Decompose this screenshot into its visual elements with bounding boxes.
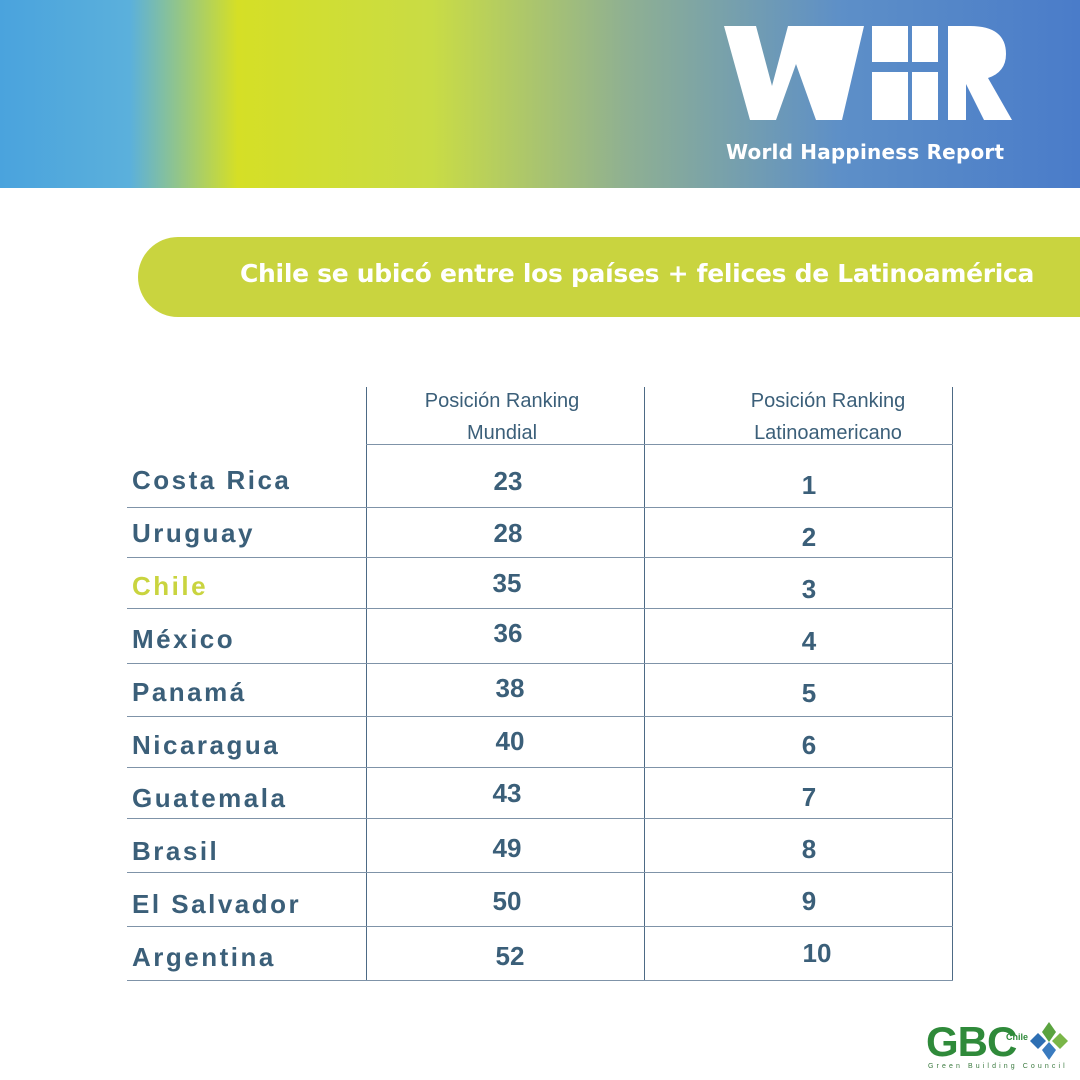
latam-rank: 1 [801,470,817,500]
column-header-world-line-1: Posición Ranking [424,390,580,412]
grid-line-vertical-1 [366,387,367,981]
gbc-logo-subtitle: Green Building Council [928,1063,1068,1070]
grid-line-row [127,818,953,819]
latam-rank: 6 [801,730,817,760]
world-rank: 35 [492,568,522,598]
headline-text: Chile se ubicó entre los países + felice… [240,259,1035,288]
country-name: El Salvador [132,889,302,919]
country-name: Brasil [132,836,220,866]
gbc-logo-text: GBC [926,1018,1017,1065]
header-banner: World Happiness Report [0,0,1080,188]
world-rank: 40 [495,726,525,756]
grid-line-row [127,716,953,717]
grid-line-row [127,663,953,664]
grid-line-bottom [127,980,953,981]
country-name: Costa Rica [132,465,292,495]
world-rank: 23 [493,466,523,496]
column-header-latam-line-2: Latinoamericano [754,422,902,444]
grid-line-vertical-3 [952,387,953,981]
grid-line-row [127,767,953,768]
grid-line-header [366,444,953,445]
latam-rank: 9 [801,886,817,916]
grid-line-row [127,926,953,927]
country-name: Guatemala [132,783,288,813]
latam-rank: 3 [801,574,817,604]
country-name: Nicaragua [132,730,281,760]
country-name: Uruguay [132,518,255,548]
column-header-world-line-2: Mundial [466,422,538,444]
world-rank: 38 [495,673,525,703]
country-name-highlighted: Chile [132,571,209,601]
grid-line-vertical-2 [644,387,645,981]
latam-rank: 2 [801,522,817,552]
world-rank: 43 [492,778,522,808]
latam-rank: 4 [801,626,817,656]
world-rank: 28 [493,518,523,548]
latam-rank: 7 [801,782,817,812]
world-rank: 49 [492,833,522,863]
gbc-logo: GBC Chile Green Building Council [926,1018,1072,1074]
country-name: Argentina [132,942,276,972]
whr-logo-icon [724,26,1012,120]
whr-caption: World Happiness Report [726,140,1005,164]
world-rank: 52 [495,941,525,971]
column-header-world: Posición Ranking Mundial [372,385,632,449]
gbc-logo-icon [1030,1022,1068,1060]
grid-line-row [127,872,953,873]
headline-banner: Chile se ubicó entre los países + felice… [138,237,1080,317]
world-rank: 50 [492,886,522,916]
latam-rank: 8 [801,834,817,864]
grid-line-row [127,557,953,558]
country-name: Panamá [132,677,247,707]
latam-rank: 10 [802,938,832,968]
column-header-latam-line-1: Posición Ranking [750,390,906,412]
country-name: México [132,624,236,654]
whr-logo: World Happiness Report [722,22,1014,172]
latam-rank: 5 [801,678,817,708]
world-rank: 36 [493,618,523,648]
grid-line-row [127,608,953,609]
gbc-logo-country: Chile [1006,1032,1029,1042]
grid-line-row [127,507,953,508]
column-header-latam: Posición Ranking Latinoamericano [698,385,958,449]
